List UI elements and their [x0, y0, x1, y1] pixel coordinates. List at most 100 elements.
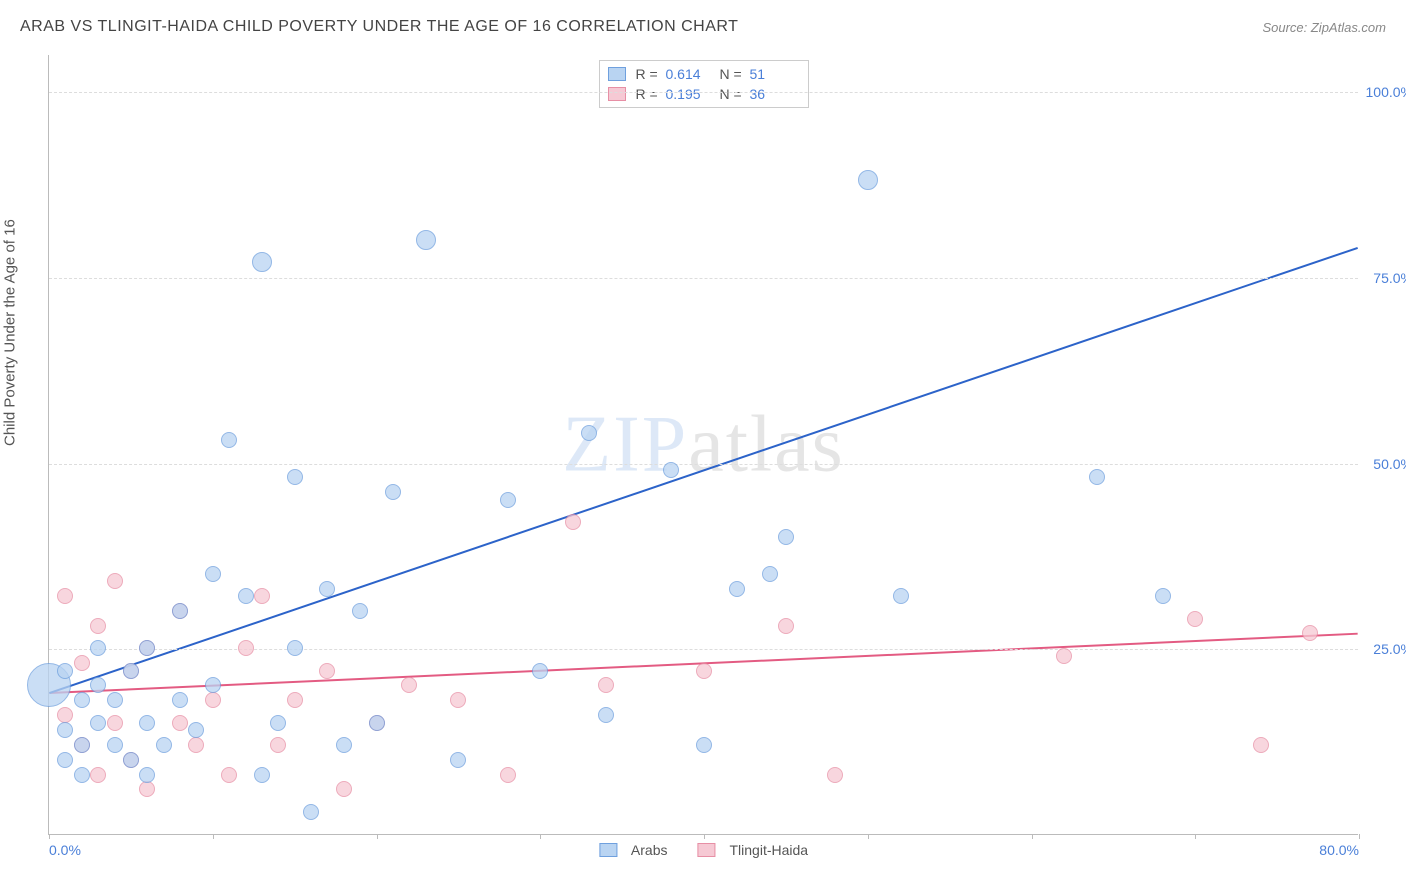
- data-point-tlingit: [1056, 648, 1072, 664]
- data-point-arabs: [352, 603, 368, 619]
- data-point-arabs: [90, 640, 106, 656]
- data-point-arabs: [1089, 469, 1105, 485]
- data-point-tlingit: [254, 588, 270, 604]
- data-point-arabs: [270, 715, 286, 731]
- data-point-tlingit: [238, 640, 254, 656]
- x-tick: [704, 834, 705, 839]
- data-point-arabs: [287, 640, 303, 656]
- data-point-arabs: [90, 715, 106, 731]
- data-point-arabs: [139, 715, 155, 731]
- gridline: [49, 278, 1358, 279]
- gridline: [49, 92, 1358, 93]
- series-legend: Arabs Tlingit-Haida: [599, 842, 808, 858]
- data-point-arabs: [74, 692, 90, 708]
- x-tick-label: 80.0%: [1319, 842, 1359, 858]
- data-point-arabs: [238, 588, 254, 604]
- x-tick: [868, 834, 869, 839]
- x-tick: [377, 834, 378, 839]
- data-point-tlingit: [90, 767, 106, 783]
- data-point-arabs: [416, 230, 436, 250]
- data-point-arabs: [858, 170, 878, 190]
- data-point-arabs: [107, 737, 123, 753]
- data-point-tlingit: [565, 514, 581, 530]
- data-point-tlingit: [90, 618, 106, 634]
- swatch-arabs: [599, 843, 617, 857]
- swatch-tlingit: [697, 843, 715, 857]
- source-attribution: Source: ZipAtlas.com: [1262, 20, 1386, 35]
- data-point-arabs: [450, 752, 466, 768]
- chart-title: ARAB VS TLINGIT-HAIDA CHILD POVERTY UNDE…: [20, 18, 738, 36]
- data-point-tlingit: [74, 655, 90, 671]
- data-point-tlingit: [401, 677, 417, 693]
- data-point-arabs: [500, 492, 516, 508]
- x-tick: [1032, 834, 1033, 839]
- data-point-arabs: [90, 677, 106, 693]
- legend-item-tlingit: Tlingit-Haida: [697, 842, 808, 858]
- trend-lines: [49, 55, 1358, 834]
- data-point-arabs: [893, 588, 909, 604]
- legend-row-arabs: R = 0.614 N = 51: [608, 64, 800, 84]
- data-point-arabs: [139, 767, 155, 783]
- swatch-tlingit: [608, 87, 626, 101]
- gridline: [49, 464, 1358, 465]
- data-point-tlingit: [1302, 625, 1318, 641]
- data-point-arabs: [252, 252, 272, 272]
- data-point-arabs: [369, 715, 385, 731]
- y-tick-label: 50.0%: [1373, 456, 1406, 472]
- data-point-arabs: [74, 737, 90, 753]
- data-point-arabs: [663, 462, 679, 478]
- x-tick-label: 0.0%: [49, 842, 81, 858]
- data-point-arabs: [74, 767, 90, 783]
- data-point-tlingit: [696, 663, 712, 679]
- data-point-arabs: [107, 692, 123, 708]
- y-axis-label: Child Poverty Under the Age of 16: [2, 219, 19, 446]
- data-point-tlingit: [107, 715, 123, 731]
- data-point-arabs: [336, 737, 352, 753]
- data-point-arabs: [778, 529, 794, 545]
- data-point-tlingit: [57, 707, 73, 723]
- data-point-arabs: [581, 425, 597, 441]
- data-point-arabs: [205, 677, 221, 693]
- data-point-tlingit: [205, 692, 221, 708]
- x-tick: [1195, 834, 1196, 839]
- data-point-arabs: [172, 692, 188, 708]
- data-point-tlingit: [1253, 737, 1269, 753]
- data-point-tlingit: [107, 573, 123, 589]
- data-point-tlingit: [778, 618, 794, 634]
- data-point-tlingit: [221, 767, 237, 783]
- data-point-arabs: [254, 767, 270, 783]
- data-point-arabs: [303, 804, 319, 820]
- data-point-arabs: [172, 603, 188, 619]
- data-point-tlingit: [57, 588, 73, 604]
- data-point-arabs: [57, 663, 73, 679]
- x-tick: [1359, 834, 1360, 839]
- legend-item-arabs: Arabs: [599, 842, 668, 858]
- data-point-tlingit: [270, 737, 286, 753]
- swatch-arabs: [608, 67, 626, 81]
- watermark: ZIPatlas: [562, 399, 845, 490]
- x-tick: [540, 834, 541, 839]
- data-point-tlingit: [172, 715, 188, 731]
- data-point-arabs: [762, 566, 778, 582]
- data-point-tlingit: [827, 767, 843, 783]
- data-point-tlingit: [598, 677, 614, 693]
- data-point-tlingit: [500, 767, 516, 783]
- y-tick-label: 75.0%: [1373, 270, 1406, 286]
- data-point-tlingit: [139, 781, 155, 797]
- data-point-arabs: [188, 722, 204, 738]
- data-point-tlingit: [450, 692, 466, 708]
- data-point-arabs: [57, 722, 73, 738]
- data-point-arabs: [532, 663, 548, 679]
- data-point-arabs: [1155, 588, 1171, 604]
- data-point-tlingit: [287, 692, 303, 708]
- data-point-arabs: [319, 581, 335, 597]
- data-point-tlingit: [319, 663, 335, 679]
- x-tick: [49, 834, 50, 839]
- y-tick-label: 100.0%: [1366, 84, 1406, 100]
- data-point-arabs: [598, 707, 614, 723]
- data-point-arabs: [123, 663, 139, 679]
- x-tick: [213, 834, 214, 839]
- data-point-arabs: [221, 432, 237, 448]
- data-point-tlingit: [336, 781, 352, 797]
- y-tick-label: 25.0%: [1373, 641, 1406, 657]
